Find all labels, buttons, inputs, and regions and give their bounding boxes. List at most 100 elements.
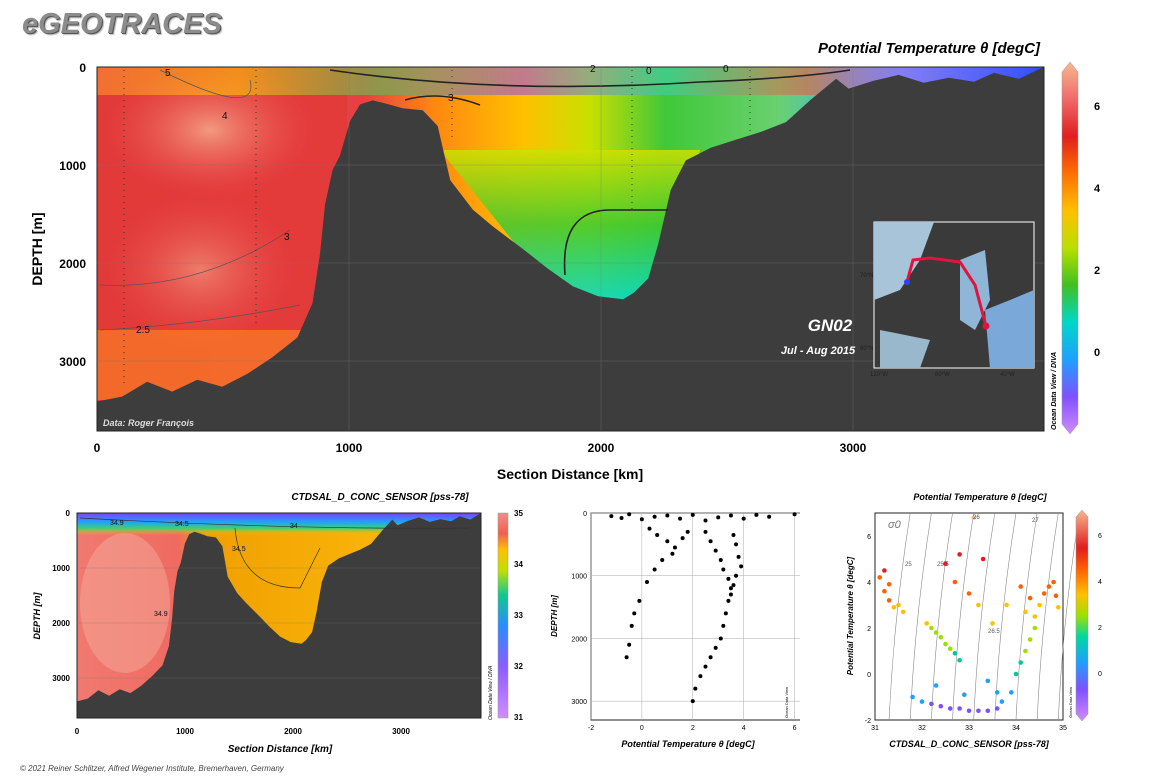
- svg-text:60°N: 60°N: [860, 346, 873, 352]
- profile-point: [739, 564, 744, 569]
- profile-point: [726, 576, 731, 581]
- cruise-dates: Jul - Aug 2015: [781, 345, 856, 357]
- ts-point: [1023, 609, 1028, 615]
- seafloor: [97, 67, 1044, 431]
- svg-text:25.5: 25.5: [937, 562, 949, 568]
- ts-point: [933, 683, 939, 688]
- ts-point: [985, 678, 991, 684]
- svg-text:34.9: 34.9: [154, 611, 168, 618]
- ts-point: [966, 591, 972, 596]
- ts-point: [976, 602, 981, 608]
- svg-text:3: 3: [448, 93, 454, 104]
- ts-point: [886, 582, 892, 587]
- ts-xtick: 31: [871, 725, 879, 732]
- main-ylabel: DEPTH [m]: [29, 212, 45, 285]
- profile-point: [690, 512, 695, 517]
- profile-point: [728, 513, 733, 518]
- svg-text:35: 35: [514, 509, 523, 518]
- ts-point: [952, 651, 958, 656]
- svg-text:40°W: 40°W: [1000, 372, 1015, 378]
- cruise-track: [905, 256, 988, 327]
- svg-text:1000: 1000: [52, 564, 70, 573]
- profile-point: [660, 558, 665, 563]
- svg-text:Ocean Data View: Ocean Data View: [784, 687, 789, 718]
- svg-text:Potential Temperature θ [degC]: Potential Temperature θ [degC]: [621, 739, 755, 749]
- ts-point: [896, 602, 901, 608]
- svg-text:5: 5: [165, 68, 171, 79]
- profile-point: [703, 664, 708, 669]
- profile-ytick: 1000: [571, 574, 587, 581]
- ts-point: [1027, 595, 1033, 601]
- ts-point: [943, 641, 948, 647]
- ts-point: [952, 579, 958, 585]
- ts-point: [900, 609, 906, 615]
- profile-point: [680, 536, 685, 541]
- profile-point: [690, 699, 695, 704]
- svg-text:0: 0: [66, 509, 71, 518]
- profile-xtick: 6: [793, 725, 797, 732]
- svg-text:3000: 3000: [59, 355, 86, 369]
- ts-point: [938, 703, 944, 709]
- svg-text:1000: 1000: [336, 441, 363, 455]
- contours: [329, 69, 851, 276]
- svg-text:2000: 2000: [284, 727, 302, 736]
- svg-text:31: 31: [514, 713, 523, 722]
- svg-text:34: 34: [514, 560, 523, 569]
- svg-text:33: 33: [514, 611, 523, 620]
- ts-point: [957, 657, 962, 663]
- svg-text:70°N: 70°N: [860, 273, 873, 279]
- svg-text:3000: 3000: [52, 674, 70, 683]
- ts-point: [1056, 605, 1061, 610]
- profile-point: [718, 558, 723, 563]
- ts-point: [976, 708, 981, 714]
- ts-point: [1053, 593, 1059, 599]
- svg-text:3000: 3000: [840, 441, 867, 455]
- svg-text:0: 0: [94, 441, 101, 455]
- ts-point: [947, 706, 953, 711]
- profile-ytick: 0: [583, 511, 587, 518]
- ts-point: [1046, 584, 1052, 589]
- ts-point: [877, 575, 882, 580]
- profile-point: [708, 655, 713, 660]
- svg-text:4: 4: [1094, 183, 1101, 195]
- profile-point: [652, 567, 657, 572]
- svg-text:3000: 3000: [392, 727, 410, 736]
- profile-point: [716, 515, 721, 520]
- main-section-chart: 5 4 3 3 2.5 0 0 2 Potential Temperature …: [29, 40, 1101, 482]
- profile-xtick: 4: [742, 725, 746, 732]
- profile-point: [629, 623, 634, 628]
- profile-point: [639, 517, 644, 522]
- svg-text:CTDSAL_D_CONC_SENSOR [pss-78]: CTDSAL_D_CONC_SENSOR [pss-78]: [889, 739, 1050, 749]
- svg-text:34.5: 34.5: [232, 546, 246, 553]
- ts-point: [1032, 614, 1038, 619]
- ts-ytick: 6: [867, 534, 871, 541]
- svg-text:DEPTH [m]: DEPTH [m]: [32, 591, 42, 639]
- ts-point: [990, 621, 995, 626]
- ts-point: [1051, 579, 1056, 585]
- ts-point: [994, 690, 1000, 695]
- ts-point: [957, 552, 962, 557]
- ts-point: [985, 708, 991, 714]
- profile-point: [609, 514, 614, 519]
- profile-chart: Potential Temperature θ [degC] DEPTH [m]…: [550, 511, 800, 749]
- ts-point: [966, 708, 972, 714]
- ts-colorbar: 6 4 2 0 Ocean Data View: [1068, 509, 1102, 722]
- ts-point: [962, 692, 967, 697]
- svg-text:2000: 2000: [52, 619, 70, 628]
- svg-text:2: 2: [590, 64, 596, 75]
- logo: eGEOTRACES: [22, 8, 222, 40]
- inset-map: 70°N 60°N 120°W 80°W 40°W: [860, 221, 1035, 378]
- svg-text:2000: 2000: [588, 441, 615, 455]
- svg-text:Potential Temperature θ [degC]: Potential Temperature θ [degC]: [913, 492, 1047, 502]
- profile-point: [693, 686, 698, 691]
- svg-text:Ocean Data View: Ocean Data View: [1068, 687, 1073, 718]
- profile-point: [652, 514, 657, 519]
- ts-point: [1027, 637, 1033, 642]
- ts-point: [919, 699, 925, 704]
- profile-point: [665, 513, 670, 518]
- svg-text:25: 25: [905, 562, 912, 568]
- profile-point: [703, 529, 708, 534]
- svg-text:0: 0: [646, 66, 652, 77]
- ts-ytick: 0: [867, 672, 871, 679]
- profile-point: [632, 611, 637, 616]
